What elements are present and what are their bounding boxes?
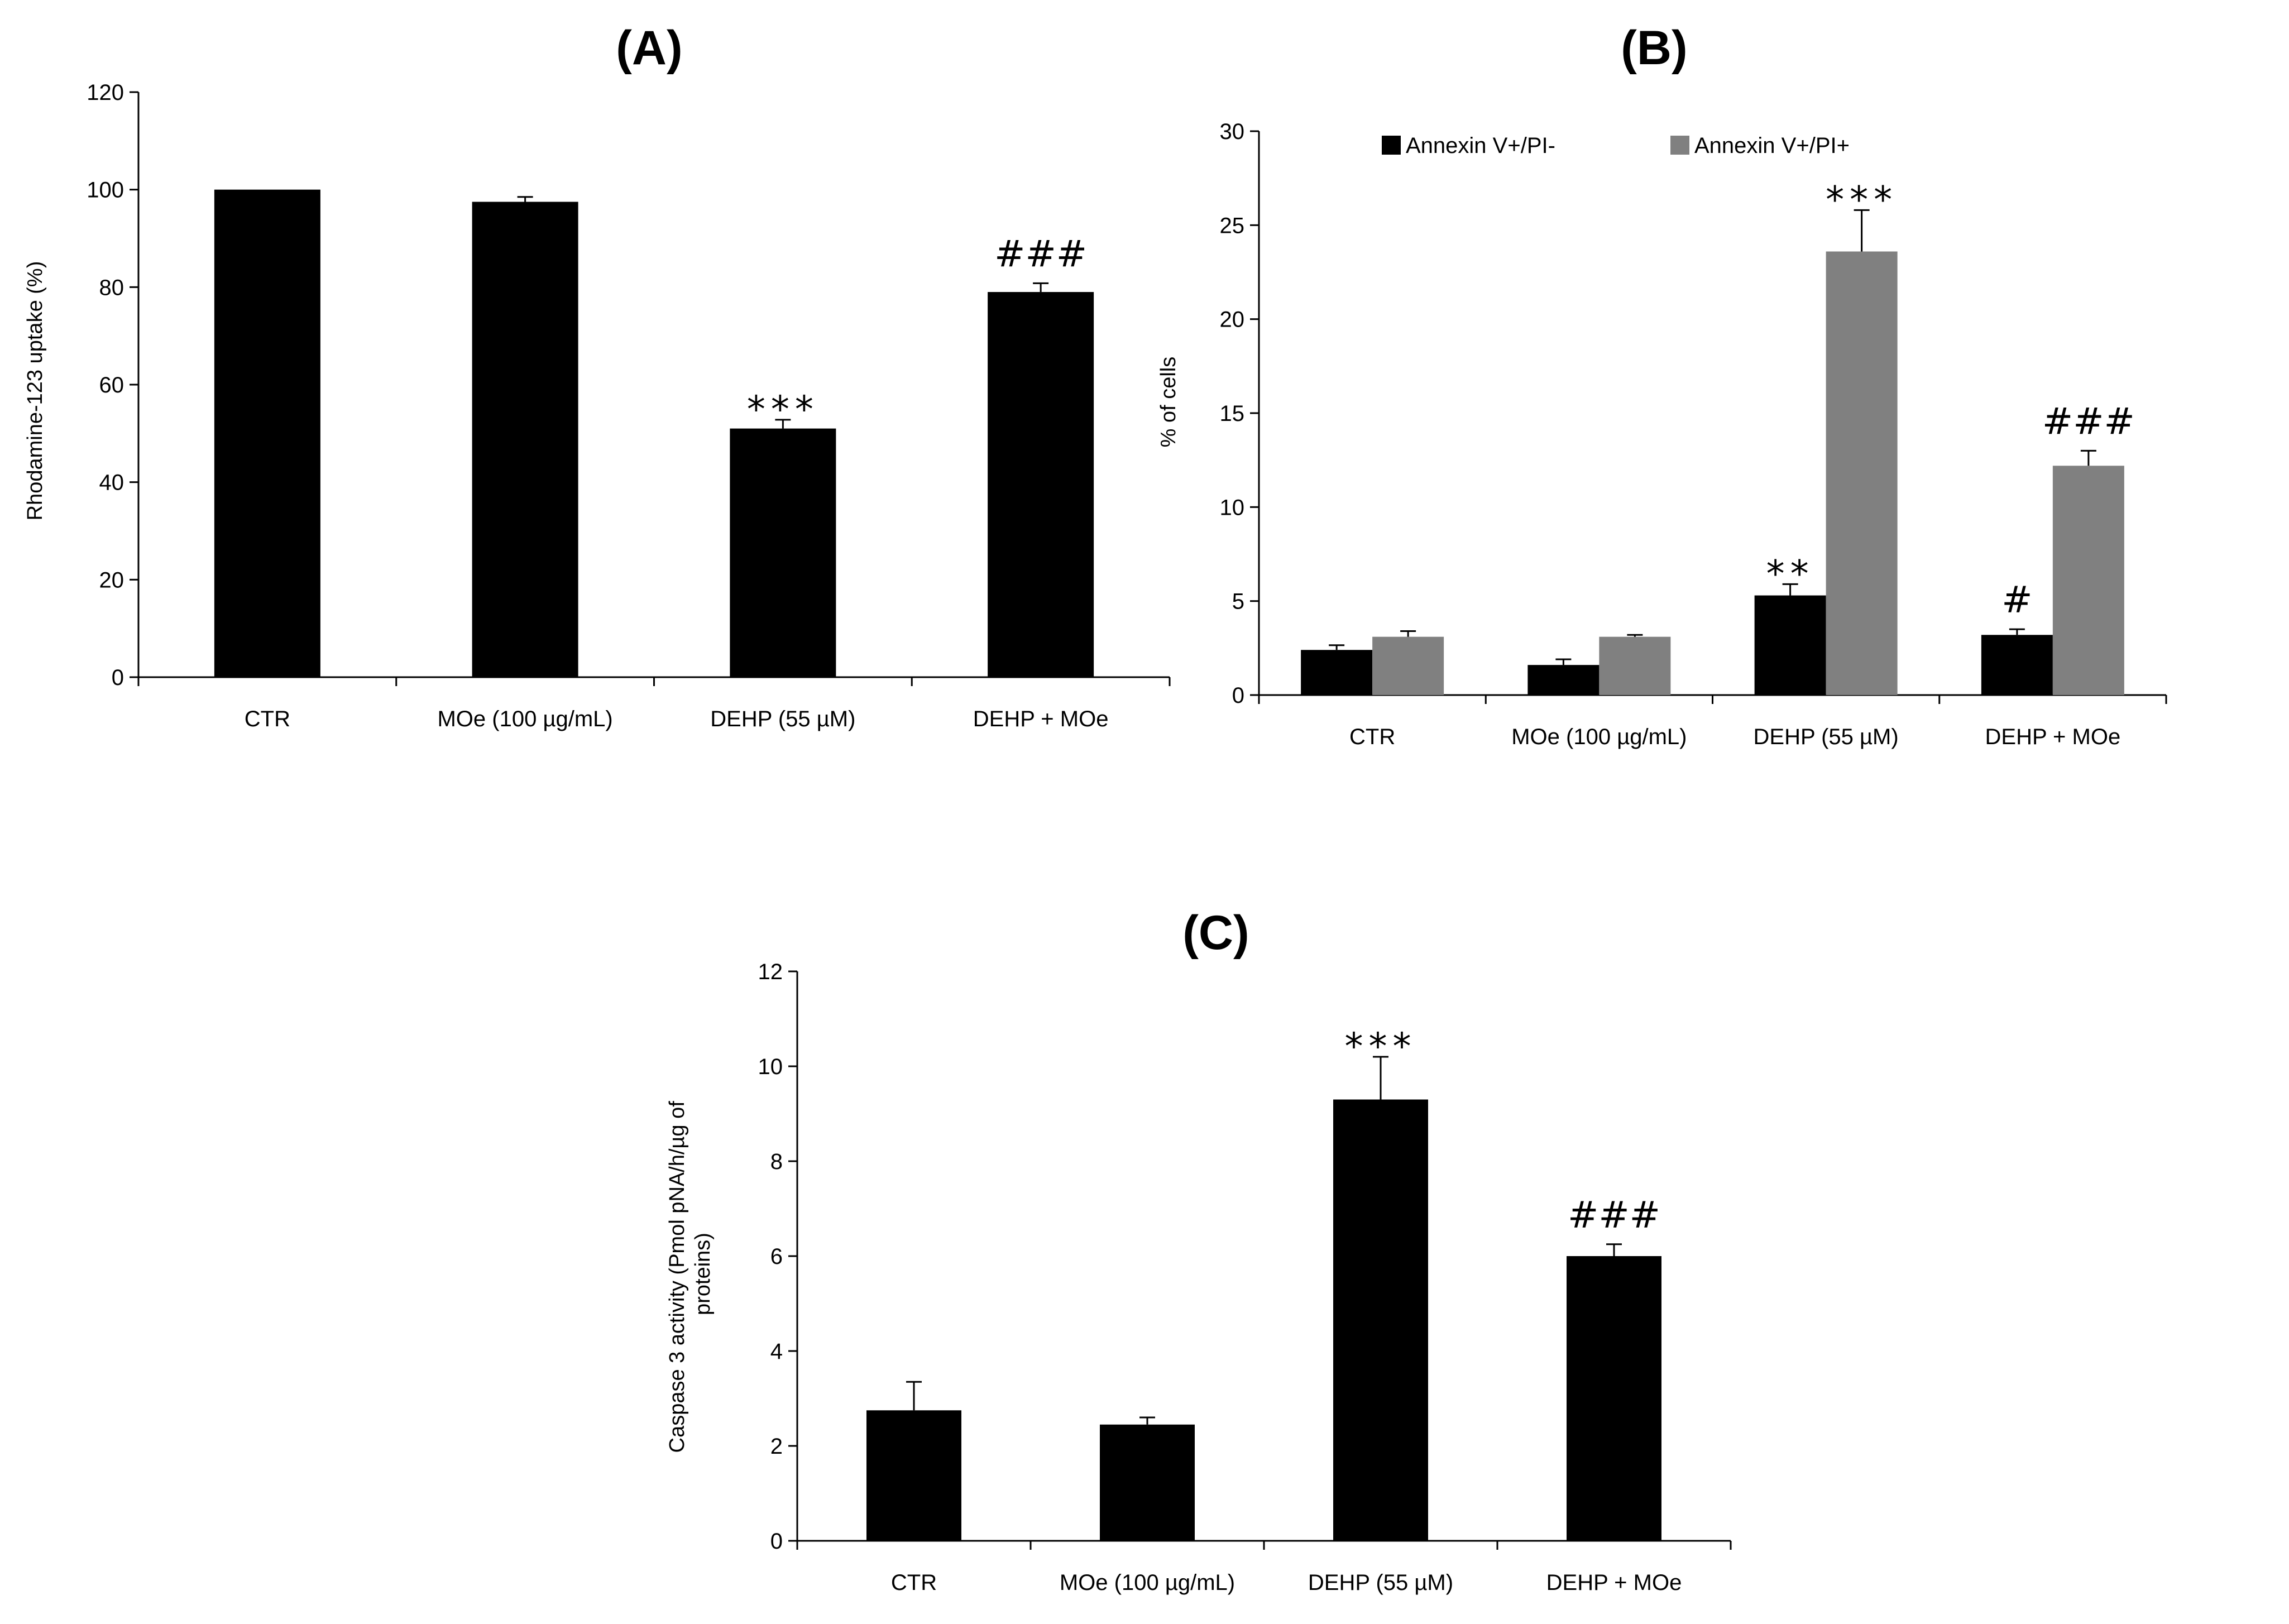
panel-c-significance-label: ### [1568, 1194, 1660, 1237]
panel-a-y-tick-label: 120 [87, 80, 124, 105]
legend-swatch-annexin-pi-pos [1670, 136, 1689, 155]
panel-c-y-tick-label: 12 [758, 960, 783, 984]
panel-b-bar [1301, 650, 1373, 695]
panel-c-y-tick-label: 8 [770, 1149, 783, 1174]
panel-b-y-tick-label: 0 [1232, 683, 1244, 708]
panel-b-marks: 0 5 10 15 20 25 30 CTR MOe (100 µg/mL) DEHP (55 µ… [1220, 119, 2167, 749]
panel-b-category-label: DEHP + MOe [1985, 725, 2121, 749]
panel-b-bar [1754, 595, 1826, 695]
panel-c-marks: 0 2 4 6 8 10 12 CTR MOe (100 µg/mL) DEHP (55 µM) D… [758, 960, 1732, 1595]
panel-b-bar [2052, 466, 2124, 695]
panel-b-significance-label: ** [1766, 552, 1814, 595]
panel-c-y-axis-label-line1: Caspase 3 activity (Pmol pNA/h/µg of [665, 1101, 689, 1453]
panel-b-y-tick-label: 15 [1220, 401, 1245, 426]
panel-a-marks: 0 20 40 60 80 100 120 CTR MOe (100 µg/mL) DEHP (5… [87, 80, 1171, 731]
panel-b-category-label: DEHP (55 µM) [1754, 725, 1899, 749]
panel-a-category-label: DEHP (55 µM) [710, 707, 855, 731]
panel-b-y-tick-label: 10 [1220, 495, 1245, 520]
legend-label-annexin-pi-pos: Annexin V+/PI+ [1694, 133, 1850, 158]
panel-a-significance-label: ### [994, 232, 1087, 275]
panel-b-bar [1372, 636, 1444, 695]
panel-c-category-label: CTR [891, 1570, 937, 1595]
panel-b-y-tick-label: 20 [1220, 308, 1245, 332]
panel-c-y-axis-label-line2: proteins) [691, 1233, 715, 1315]
panel-c-title: (C) [1182, 906, 1249, 960]
panel-c-category-label: MOe (100 µg/mL) [1060, 1570, 1235, 1595]
panel-a-y-tick-label: 0 [112, 665, 124, 690]
panel-b-significance-label: # [2001, 578, 2032, 621]
panel-a-y-tick-label: 60 [99, 373, 124, 397]
panel-a-title: (A) [616, 21, 682, 75]
panel-c-category-label: DEHP (55 µM) [1308, 1570, 1453, 1595]
panel-a-bar [472, 202, 578, 677]
panel-a-bar [214, 189, 320, 678]
panel-c-y-tick-label: 6 [770, 1244, 783, 1269]
panel-c-y-tick-label: 4 [770, 1339, 783, 1364]
panel-a-significance-label: *** [747, 388, 819, 431]
panel-c-bar [1100, 1424, 1195, 1541]
panel-c-bar [866, 1410, 961, 1541]
panel-a-y-axis-label: Rhodamine-123 uptake (%) [23, 261, 47, 521]
panel-c-y-axis-label: Caspase 3 activity (Pmol pNA/h/µg of pro… [665, 1095, 715, 1453]
panel-a-category-label: DEHP + MOe [973, 707, 1109, 731]
panel-c-y-tick-label: 0 [770, 1529, 783, 1554]
panel-c-significance-label: *** [1345, 1025, 1417, 1068]
panel-c-bar [1567, 1256, 1661, 1541]
panel-c-category-label: DEHP + MOe [1546, 1570, 1682, 1595]
panel-a-category-label: MOe (100 µg/mL) [437, 707, 612, 731]
panel-a-y-tick-label: 20 [99, 568, 124, 592]
panel-b-title: (B) [1621, 21, 1687, 75]
panel-b-y-tick-label: 25 [1220, 213, 1245, 238]
panel-a-y-tick-label: 80 [99, 275, 124, 300]
panel-c-bar [1333, 1099, 1428, 1541]
panel-b-significance-label: ### [2042, 400, 2135, 443]
panel-a-y-tick-label: 100 [87, 178, 124, 203]
panel-b-category-label: MOe (100 µg/mL) [1511, 725, 1687, 749]
panel-b-y-axis-label: % of cells [1157, 357, 1180, 448]
panel-b-legend: Annexin V+/PI- Annexin V+/PI+ [1382, 133, 1850, 158]
panel-c-chart: (C) Caspase 3 activity (Pmol pNA/h/µg of… [665, 906, 1732, 1595]
panel-a-bar [730, 428, 836, 677]
panel-b-significance-label: *** [1826, 178, 1898, 221]
legend-swatch-annexin-pi-neg [1382, 136, 1401, 155]
panel-b-category-label: CTR [1349, 725, 1395, 749]
panel-b-bar [1599, 636, 1671, 695]
panel-a-bar [988, 292, 1094, 677]
panel-b-chart: (B) % of cells Annexin V+/PI- Annexin V+… [1157, 21, 2167, 749]
panel-b-bar [1527, 665, 1600, 695]
panel-b-y-tick-label: 30 [1220, 119, 1245, 144]
panel-b-bar [1981, 635, 2053, 695]
panel-c-y-tick-label: 2 [770, 1434, 783, 1459]
panel-a-y-tick-label: 40 [99, 471, 124, 495]
panel-a-category-label: CTR [245, 707, 290, 731]
legend-label-annexin-pi-neg: Annexin V+/PI- [1406, 133, 1555, 158]
panel-b-y-tick-label: 5 [1232, 590, 1244, 614]
panel-a-chart: (A) Rhodamine-123 uptake (%) 0 20 40 60 80 10… [23, 21, 1171, 731]
panel-b-bar [1826, 251, 1898, 695]
panel-c-y-tick-label: 10 [758, 1055, 783, 1079]
